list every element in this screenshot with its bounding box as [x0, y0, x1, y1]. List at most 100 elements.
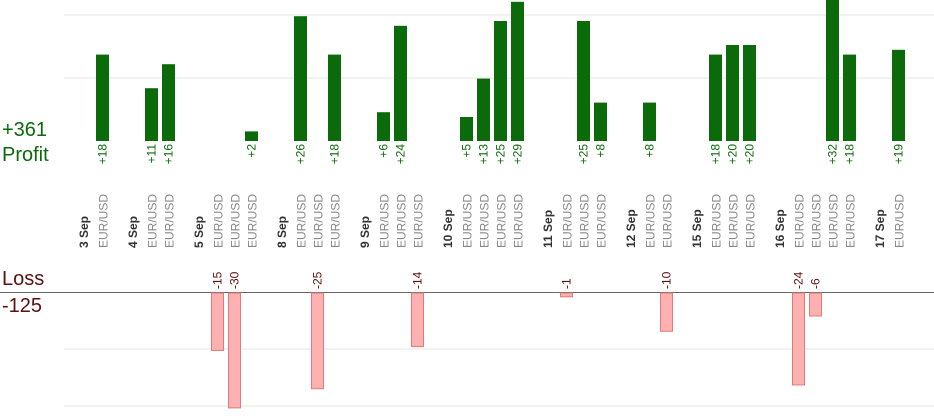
pair-label: EUR/USD	[793, 194, 807, 248]
loss-value-label: -6	[809, 278, 823, 289]
pair-label: EUR/USD	[727, 194, 741, 248]
loss-value-label: -10	[660, 271, 674, 289]
date-label: 11 Sep	[541, 210, 555, 248]
pair-label: EUR/USD	[661, 194, 675, 248]
pair-label: EUR/USD	[329, 194, 343, 248]
loss-label: Loss	[2, 268, 45, 290]
profit-bars	[96, 0, 905, 142]
loss-value-label: -15	[211, 271, 225, 289]
loss-value-label: -14	[411, 271, 425, 289]
pair-label: EUR/USD	[378, 194, 392, 248]
profit-bar	[394, 25, 407, 141]
date-label: 15 Sep	[690, 209, 704, 248]
profit-bar	[709, 54, 722, 141]
profit-bar	[511, 1, 524, 141]
loss-value-label: -24	[792, 271, 806, 289]
loss-bars	[211, 292, 822, 409]
profit-bar	[743, 45, 756, 141]
profit-bar	[594, 102, 607, 141]
profit-value-label: +19	[892, 144, 906, 165]
profit-bar	[477, 78, 490, 141]
date-label: 17 Sep	[873, 209, 887, 248]
pair-label: EUR/USD	[644, 194, 658, 248]
date-label: 12 Sep	[624, 209, 638, 248]
profit-bar	[494, 21, 507, 141]
profit-bar	[162, 64, 175, 141]
profit-value-label: +26	[294, 144, 308, 165]
profit-bar	[577, 21, 590, 141]
profit-value-label: +25	[494, 144, 508, 165]
date-label: 5 Sep	[192, 216, 206, 248]
pair-label: EUR/USD	[295, 194, 309, 248]
profit-value-label: +20	[726, 144, 740, 165]
pair-label: EUR/USD	[97, 194, 111, 248]
profit-label: Profit	[2, 144, 49, 166]
loss-bar	[311, 292, 324, 390]
profit-value-label: +29	[511, 144, 525, 165]
loss-bar	[792, 292, 805, 386]
profit-bar	[145, 88, 158, 141]
profit-value-label: +16	[162, 144, 176, 165]
loss-bar	[411, 292, 424, 348]
pair-label: EUR/USD	[844, 194, 858, 248]
gridlines	[0, 14, 934, 407]
pair-label: EUR/USD	[212, 194, 226, 248]
profit-value-label: +2	[245, 144, 259, 158]
profit-value-label: +11	[145, 144, 159, 164]
profit-value-label: +8	[594, 144, 608, 158]
profit-value-label: +18	[843, 144, 857, 165]
profit-value-label: +32	[826, 144, 840, 165]
pair-label: EUR/USD	[163, 194, 177, 248]
pair-label: EUR/USD	[246, 194, 260, 248]
pair-label: EUR/USD	[495, 194, 509, 248]
pair-label: EUR/USD	[561, 194, 575, 248]
profit-value-label: +6	[377, 144, 391, 158]
pair-label: EUR/USD	[710, 194, 724, 248]
pair-label: EUR/USD	[512, 194, 526, 248]
profit-value-label: +20	[743, 144, 757, 165]
profit-bar	[726, 45, 739, 141]
profit-bar	[245, 131, 258, 141]
profit-bar	[377, 112, 390, 141]
pair-label: EUR/USD	[893, 194, 907, 248]
loss-value-label: -30	[228, 271, 242, 289]
pair-label: EUR/USD	[578, 194, 592, 248]
value-labels: +18 +11 +16-15 -30+2 +26-25+18 +6 +24-14+5 +13 +…	[96, 144, 906, 289]
date-label: 8 Sep	[275, 216, 289, 248]
profit-bar	[294, 16, 307, 142]
profit-total: +361	[2, 119, 48, 141]
profit-value-label: +18	[709, 144, 723, 165]
profit-value-label: +5	[460, 144, 474, 158]
profit-bar	[826, 0, 839, 142]
pair-label: EUR/USD	[478, 194, 492, 248]
date-label: 3 Sep	[77, 216, 91, 248]
loss-bar	[211, 292, 224, 351]
pair-label: EUR/USD	[412, 194, 426, 248]
loss-bar	[560, 292, 573, 298]
date-label: 4 Sep	[126, 216, 140, 248]
pair-label: EUR/USD	[312, 194, 326, 248]
profit-bar	[328, 54, 341, 141]
loss-value-label: -1	[560, 278, 574, 289]
profit-bar	[96, 54, 109, 141]
pair-label: EUR/USD	[229, 194, 243, 248]
date-label: 9 Sep	[358, 216, 372, 248]
pair-label: EUR/USD	[744, 194, 758, 248]
pair-label: EUR/USD	[461, 194, 475, 248]
profit-bar	[460, 117, 473, 141]
profit-value-label: +25	[577, 144, 591, 165]
pair-label: EUR/USD	[827, 194, 841, 248]
pair-label: EUR/USD	[395, 194, 409, 248]
profit-value-label: +8	[643, 144, 657, 158]
profit-value-label: +18	[328, 144, 342, 165]
profit-value-label: +13	[477, 144, 491, 165]
pair-label: EUR/USD	[595, 194, 609, 248]
date-label: 10 Sep	[441, 209, 455, 248]
loss-bar	[809, 292, 822, 317]
profit-bar	[643, 102, 656, 141]
pair-label: EUR/USD	[810, 194, 824, 248]
category-labels: 3 Sep EUR/USD 4 Sep EUR/USD EUR/USD 5 Sep EUR/…	[77, 194, 907, 248]
profit-bar	[892, 49, 905, 141]
pair-label: EUR/USD	[146, 194, 160, 248]
